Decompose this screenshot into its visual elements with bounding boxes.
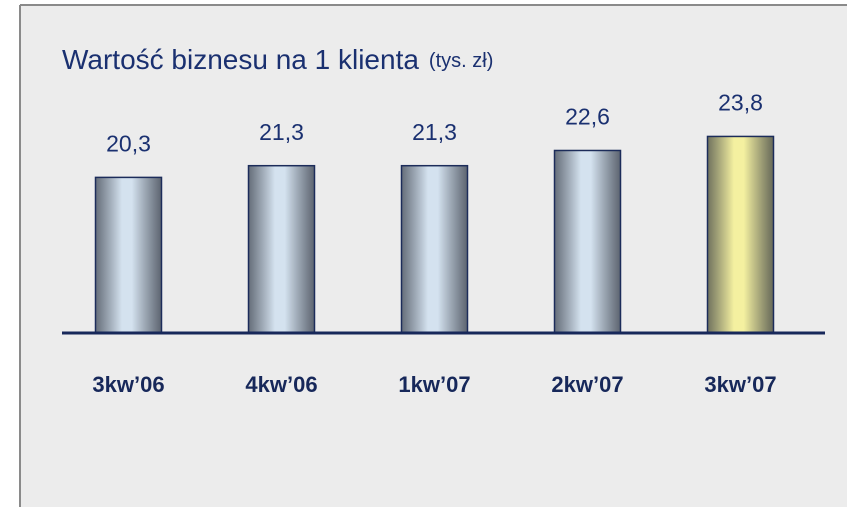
x-tick-label: 2kw’07 <box>551 372 623 397</box>
value-label: 21,3 <box>412 119 457 145</box>
value-label: 20,3 <box>106 130 151 156</box>
x-tick-label: 3kw’06 <box>92 372 164 397</box>
value-label: 23,8 <box>718 90 763 116</box>
chart-title: Wartość biznesu na 1 klienta <box>62 44 419 75</box>
value-label: 22,6 <box>565 104 610 130</box>
chart-subtitle: (tys. zł) <box>429 50 493 72</box>
x-tick-label: 4kw’06 <box>245 372 317 397</box>
title-group: Wartość biznesu na 1 klienta (tys. zł) <box>62 44 493 75</box>
x-tick-label: 3kw’07 <box>704 372 776 397</box>
bar <box>94 176 163 334</box>
bar <box>553 149 622 334</box>
value-label: 21,3 <box>259 119 304 145</box>
bar <box>400 164 469 334</box>
bar <box>247 164 316 334</box>
x-tick-label: 1kw’07 <box>398 372 470 397</box>
bar <box>706 135 775 334</box>
